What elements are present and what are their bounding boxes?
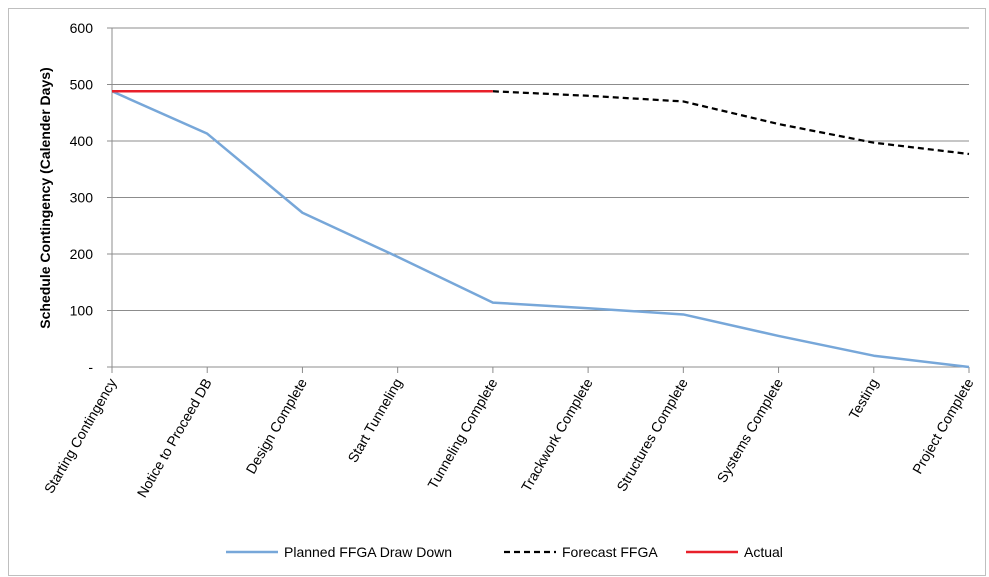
y-tick-label: 500 [70, 77, 94, 93]
legend-label: Planned FFGA Draw Down [284, 544, 452, 560]
x-tick-label: Start Tunneling [344, 376, 405, 466]
series-line-planned-ffga-draw-down [111, 90, 970, 369]
x-tick-label: Systems Complete [714, 375, 787, 485]
series-line-forecast-ffga [492, 90, 970, 156]
y-tick-label: - [88, 359, 93, 375]
series-lines [111, 90, 970, 369]
y-axis-title: Schedule Contingency (Calender Days) [37, 67, 53, 328]
legend-label: Forecast FFGA [562, 544, 658, 560]
legend: Planned FFGA Draw Down Forecast FFGA Actua… [226, 544, 783, 560]
y-tick-label: 600 [70, 20, 94, 36]
y-tick-label: 200 [70, 246, 94, 262]
gridlines [112, 27, 969, 311]
y-tick-labels: - 100 200 300 400 500 600 [70, 20, 94, 375]
y-tick-label: 300 [70, 190, 94, 206]
x-tick-label: Testing [845, 376, 881, 422]
y-tick-label: 400 [70, 133, 94, 149]
x-tick-label: Tunneling Complete [424, 375, 500, 491]
x-tick-label: Trackwork Complete [518, 375, 596, 494]
x-tick-label: Structures Complete [613, 375, 691, 494]
y-tick-label: 100 [70, 303, 94, 319]
x-tick-label: Project Complete [909, 375, 977, 476]
x-tick-label: Starting Contingency [41, 376, 120, 497]
chart-frame [8, 8, 986, 576]
x-tick-labels: Starting Contingency Notice to Proceed DB… [41, 375, 977, 500]
axes [107, 27, 970, 373]
x-tick-label: Notice to Proceed DB [134, 376, 215, 501]
legend-label: Actual [744, 544, 783, 560]
x-tick-label: Design Complete [242, 375, 310, 476]
